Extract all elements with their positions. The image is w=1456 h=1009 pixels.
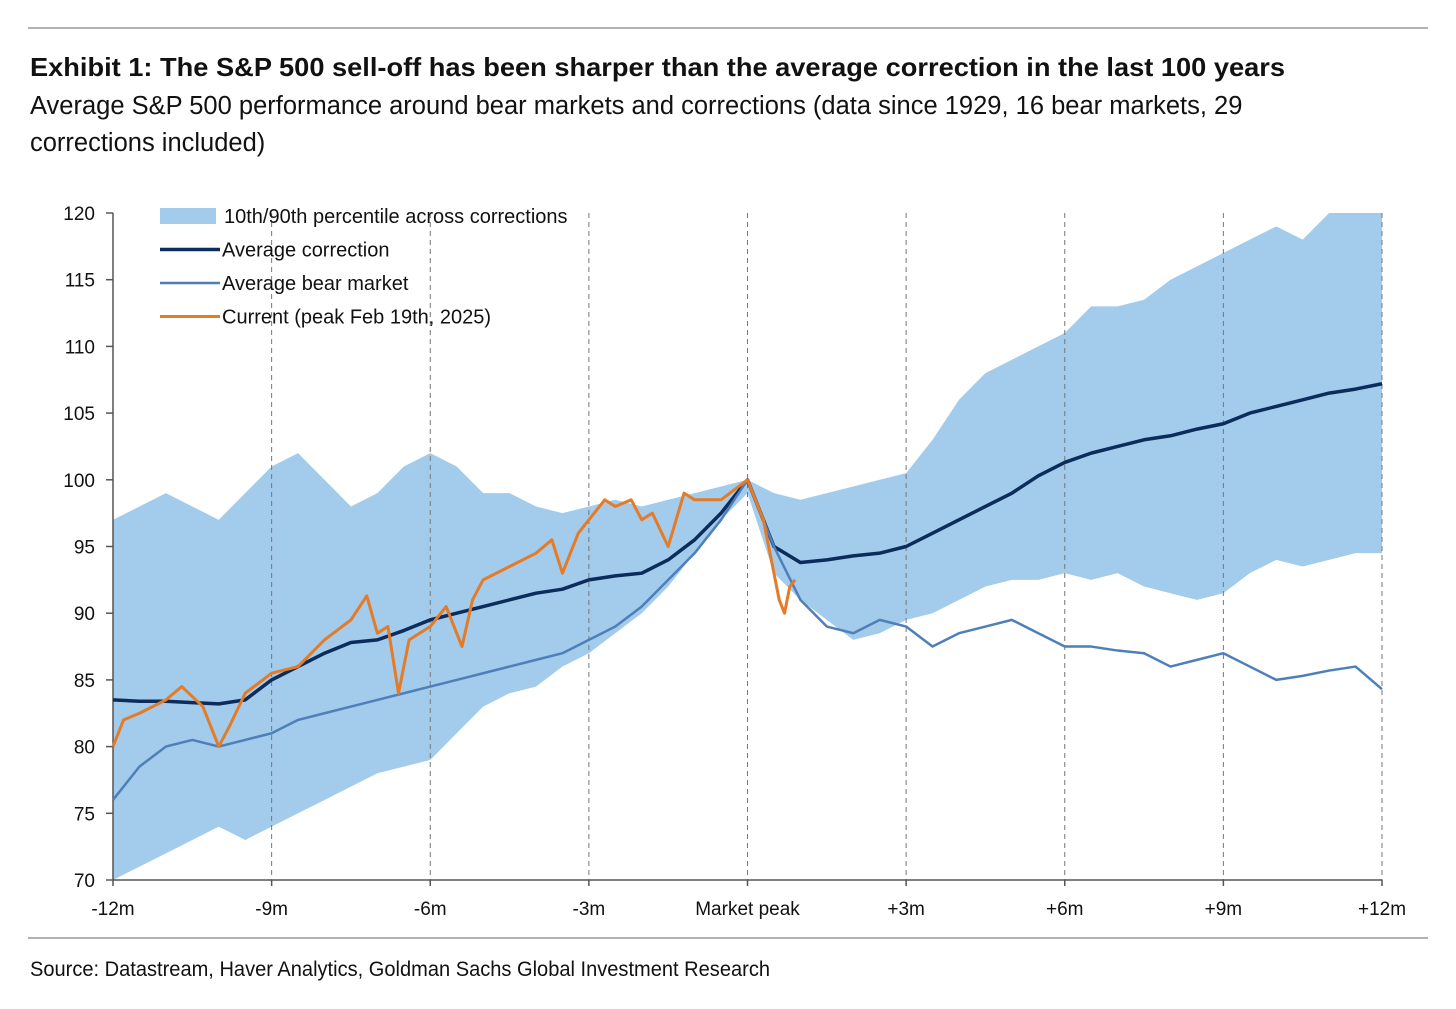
source: Source: Datastream, Haver Analytics, Gol… — [30, 958, 770, 981]
x-tick-label: +6m — [1046, 899, 1084, 920]
y-tick-label: 115 — [65, 271, 95, 292]
x-tick-label: -6m — [414, 899, 447, 920]
legend-label: Average bear market — [222, 273, 409, 295]
y-tick-label: 120 — [63, 204, 95, 225]
y-tick-label: 90 — [74, 604, 95, 625]
y-tick-label: 95 — [74, 538, 95, 559]
y-tick-label: 70 — [74, 871, 95, 892]
x-tick-label: +3m — [887, 899, 925, 920]
x-tick-label: Market peak — [695, 899, 800, 920]
legend-label: 10th/90th percentile across corrections — [224, 206, 568, 228]
series-line — [111, 478, 797, 749]
y-tick-label: 75 — [74, 804, 95, 825]
y-tick-label: 80 — [74, 738, 95, 759]
y-tick-label: 100 — [63, 471, 95, 492]
chart-subtitle: Average S&P 500 performance around bear … — [30, 92, 1243, 157]
x-tick-label: -3m — [573, 899, 606, 920]
legend-label: Current (peak Feb 19th, 2025) — [222, 307, 491, 329]
x-tick-label: +9m — [1205, 899, 1243, 920]
x-tick-label: -12m — [91, 899, 134, 920]
y-tick-label: 110 — [65, 337, 95, 358]
chart-title: Exhibit 1: The S&P 500 sell-off has been… — [30, 52, 1285, 82]
y-tick-label: 105 — [63, 404, 95, 425]
y-tick-label: 85 — [74, 671, 95, 692]
legend-label: Average correction — [222, 240, 390, 262]
x-tick-label: -9m — [255, 899, 288, 920]
x-tick-label: +12m — [1358, 899, 1406, 920]
legend-swatch — [160, 208, 216, 224]
